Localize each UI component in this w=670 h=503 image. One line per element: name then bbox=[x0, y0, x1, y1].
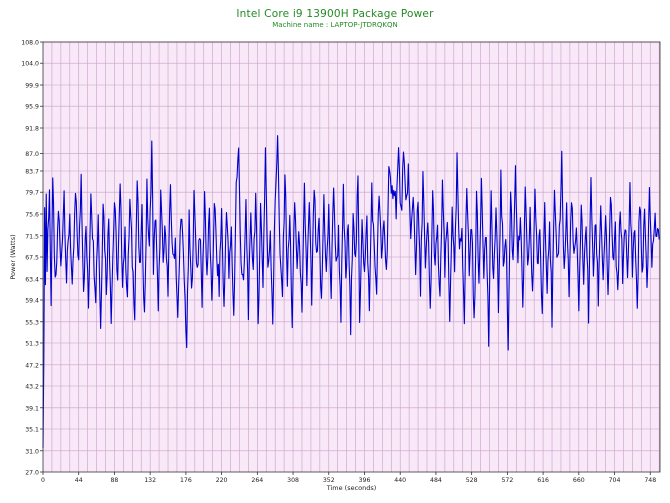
y-tick-label: 91.8 bbox=[25, 126, 39, 133]
x-tick-label: 572 bbox=[501, 477, 513, 484]
y-axis-label: Power (Watts) bbox=[9, 234, 17, 279]
x-tick-label: 132 bbox=[144, 477, 156, 484]
x-tick-label: 220 bbox=[216, 477, 228, 484]
y-tick-label: 35.1 bbox=[25, 427, 39, 434]
x-tick-label: 528 bbox=[466, 477, 478, 484]
y-tick-label: 104.0 bbox=[21, 61, 39, 68]
x-tick-label: 0 bbox=[41, 477, 45, 484]
x-tick-label: 748 bbox=[644, 477, 656, 484]
y-tick-label: 83.7 bbox=[25, 169, 39, 176]
x-tick-label: 44 bbox=[75, 477, 83, 484]
x-tick-label: 704 bbox=[609, 477, 621, 484]
y-tick-label: 79.7 bbox=[25, 190, 39, 197]
chart-subtitle: Machine name : LAPTOP-JTDRQKQN bbox=[272, 21, 398, 29]
y-tick-label: 87.0 bbox=[25, 151, 39, 158]
chart-title: Intel Core i9 13900H Package Power bbox=[236, 8, 434, 20]
y-tick-label: 55.3 bbox=[25, 319, 39, 326]
x-tick-label: 264 bbox=[251, 477, 263, 484]
x-tick-label: 396 bbox=[359, 477, 371, 484]
y-tick-label: 99.9 bbox=[25, 83, 39, 90]
y-tick-label: 39.1 bbox=[25, 405, 39, 412]
y-tick-label: 71.5 bbox=[25, 233, 39, 240]
y-tick-label: 108.0 bbox=[21, 40, 39, 47]
x-tick-label: 308 bbox=[287, 477, 299, 484]
x-tick-label: 176 bbox=[180, 477, 192, 484]
y-tick-label: 51.3 bbox=[25, 341, 39, 348]
x-tick-label: 352 bbox=[323, 477, 335, 484]
y-tick-label: 31.0 bbox=[25, 448, 39, 455]
y-tick-label: 47.2 bbox=[25, 362, 39, 369]
y-tick-label: 95.9 bbox=[25, 104, 39, 111]
x-tick-label: 616 bbox=[537, 477, 549, 484]
y-tick-label: 59.4 bbox=[25, 298, 39, 305]
series-line-power bbox=[42, 135, 660, 449]
y-tick-label: 43.2 bbox=[25, 384, 39, 391]
y-tick-label: 27.0 bbox=[25, 470, 39, 477]
x-axis-label: Time (seconds) bbox=[326, 484, 377, 492]
x-tick-label: 660 bbox=[573, 477, 585, 484]
y-tick-label: 67.5 bbox=[25, 255, 39, 262]
y-tick-label: 63.4 bbox=[25, 276, 39, 283]
x-tick-label: 440 bbox=[394, 477, 406, 484]
y-tick-label: 75.6 bbox=[25, 212, 39, 219]
x-tick-label: 484 bbox=[430, 477, 442, 484]
x-tick-label: 88 bbox=[111, 477, 119, 484]
